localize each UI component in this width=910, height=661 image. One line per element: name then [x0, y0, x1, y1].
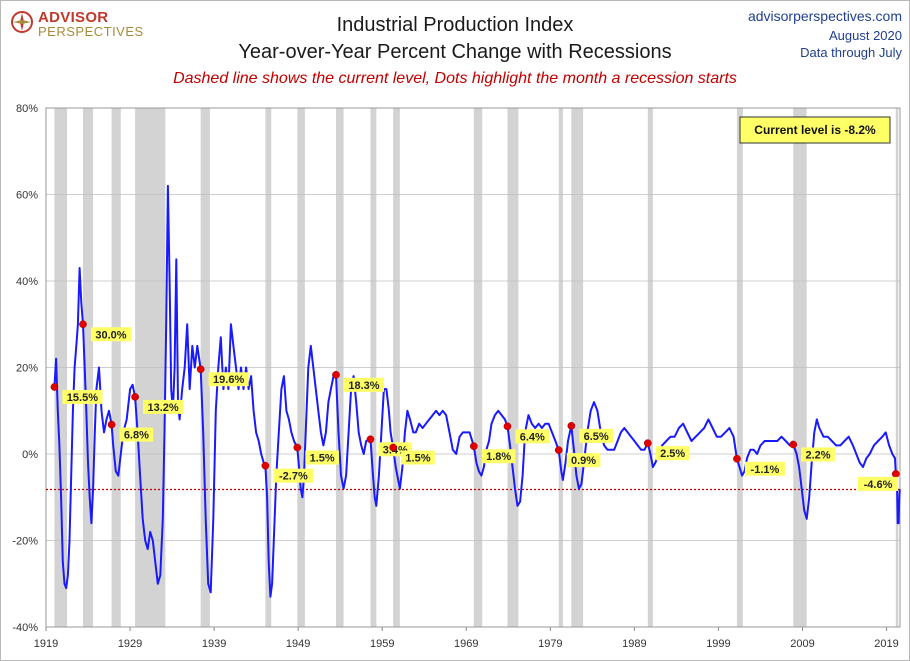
recession-value-label: 0.9% — [571, 455, 596, 467]
x-tick-label: 1999 — [706, 638, 730, 650]
current-level-box — [739, 116, 891, 144]
y-tick-label: -40% — [12, 622, 38, 634]
recession-start-dot — [79, 320, 87, 329]
recession-value-label: 6.5% — [584, 431, 609, 443]
recession-value-callout — [481, 449, 516, 464]
recession-value-callout — [566, 453, 601, 468]
x-tick-label: 1969 — [454, 638, 478, 650]
x-tick-label: 1919 — [34, 638, 58, 650]
recession-start-dot — [50, 383, 59, 391]
recession-start-dot — [366, 435, 375, 444]
recession-start-dot — [469, 442, 478, 451]
source-site: advisorperspectives.com — [747, 8, 902, 24]
recession-start-dot — [789, 440, 798, 449]
recession-value-callout — [119, 427, 154, 442]
logo-text-primary: ADVISOR — [38, 9, 109, 26]
recession-value-label: 1.5% — [310, 453, 335, 465]
recession-start-dot — [131, 393, 139, 401]
recession-value-callout — [208, 372, 249, 387]
recession-value-label: 13.2% — [147, 402, 178, 414]
recession-start-dot — [643, 439, 652, 448]
y-tick-label: 80% — [16, 103, 38, 115]
recession-value-callout — [401, 450, 435, 465]
recession-value-label: -2.7% — [279, 471, 308, 483]
chart-title-line2: Year-over-Year Percent Change with Reces… — [238, 41, 672, 63]
plot-border — [45, 107, 901, 628]
data-through: Data through July — [800, 45, 902, 60]
recession-start-dot — [332, 371, 340, 379]
recession-start-dot — [554, 446, 563, 454]
recession-start-dot — [107, 420, 116, 429]
recession-start-dot — [733, 454, 741, 463]
x-tick-label: 1939 — [202, 638, 226, 650]
x-tick-label: 1949 — [286, 638, 310, 650]
recession-start-dot — [293, 443, 302, 452]
recession-value-label: 6.8% — [124, 430, 149, 442]
publish-date: August 2020 — [828, 28, 902, 43]
recession-value-callout — [579, 428, 613, 443]
recession-value-label: 6.4% — [520, 431, 545, 443]
recession-value-label: 2.2% — [806, 449, 831, 461]
recession-value-callout — [305, 450, 339, 465]
chart-subtitle: Dashed line shows the current level, Dot… — [173, 70, 737, 87]
y-tick-label: 0% — [22, 449, 38, 461]
recession-value-callout — [273, 468, 314, 483]
recession-value-callout — [515, 429, 550, 444]
recession-value-label: -1.1% — [751, 464, 780, 476]
recession-start-dot — [261, 461, 270, 470]
x-tick-label: 1929 — [118, 638, 142, 650]
y-tick-label: 60% — [16, 190, 38, 202]
recession-value-callout — [858, 476, 898, 491]
y-tick-label: 40% — [16, 276, 38, 288]
recession-value-label: 30.0% — [95, 329, 126, 341]
x-tick-label: 2009 — [790, 638, 814, 650]
recession-value-callout — [143, 399, 184, 414]
y-tick-label: -20% — [12, 536, 38, 548]
x-tick-label: 1959 — [370, 638, 394, 650]
recession-value-callout — [62, 389, 103, 404]
recession-start-dot — [389, 443, 397, 452]
y-tick-label: 20% — [16, 363, 38, 375]
recession-value-callout — [801, 447, 835, 462]
recession-start-dot — [503, 422, 512, 431]
logo-text-secondary: PERSPECTIVES — [38, 24, 144, 39]
recession-value-callout — [343, 377, 384, 392]
recession-value-label: 15.5% — [67, 392, 98, 404]
recession-value-label: 1.8% — [486, 451, 511, 463]
recession-value-callout — [744, 461, 785, 476]
recession-value-callout — [655, 446, 690, 461]
current-level-label: Current level is -8.2% — [754, 123, 876, 137]
x-tick-label: 1989 — [622, 638, 646, 650]
recession-value-callout — [90, 327, 131, 342]
logo: ADVISOR PERSPECTIVES — [10, 8, 143, 42]
recession-value-label: 2.5% — [660, 448, 685, 460]
recession-start-dot — [196, 365, 205, 374]
recession-value-label: 1.5% — [405, 453, 430, 465]
recession-value-label: 19.6% — [213, 374, 244, 386]
x-tick-label: 2019 — [874, 638, 898, 650]
chart-title: Industrial Production Index — [336, 14, 574, 36]
x-tick-label: 1979 — [538, 638, 562, 650]
recession-value-label: 18.3% — [348, 380, 379, 392]
recession-value-label: -4.6% — [864, 479, 893, 491]
recession-start-dot — [891, 470, 900, 478]
compass-logo-icon — [11, 11, 33, 33]
recession-start-dot — [567, 422, 576, 430]
